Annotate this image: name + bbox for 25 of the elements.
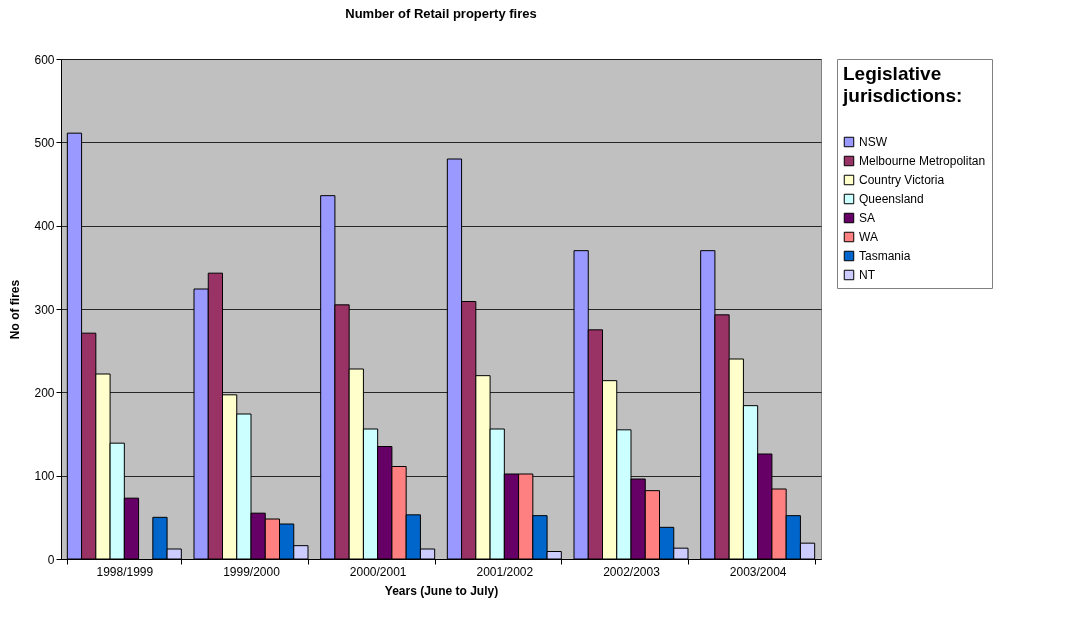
y-axis-title: No of fires [8, 279, 23, 340]
legend-label: WA [859, 230, 878, 244]
y-tick-label: 100 [34, 469, 55, 484]
legend-label: SA [859, 211, 876, 225]
x-tick-label: 2003/2004 [729, 564, 787, 579]
y-tick-label: 600 [34, 52, 55, 67]
x-tick-label: 1998/1999 [96, 564, 154, 579]
legend-label: Country Victoria [859, 173, 945, 187]
legend-label: NSW [859, 135, 888, 149]
x-tick-label: 2002/2003 [603, 564, 661, 579]
legend-label: Melbourne Metropolitan [859, 154, 986, 168]
x-tick-label: 1999/2000 [223, 564, 281, 579]
y-tick-label: 500 [34, 135, 55, 150]
legend-label: Queensland [859, 192, 924, 206]
x-axis-title: Years (June to July) [384, 583, 499, 598]
legend-title: Legislative jurisdictions: [842, 63, 963, 106]
chart-title: Number of Retail property fires [345, 6, 537, 21]
x-tick-label: 2000/2001 [349, 564, 407, 579]
y-tick-label: 400 [34, 219, 55, 234]
legend-label: NT [859, 268, 876, 282]
y-tick-label: 300 [34, 302, 55, 317]
legend-label: Tasmania [859, 249, 911, 263]
y-tick-label: 0 [47, 552, 55, 567]
x-tick-label: 2001/2002 [476, 564, 534, 579]
y-tick-label: 200 [34, 385, 55, 400]
